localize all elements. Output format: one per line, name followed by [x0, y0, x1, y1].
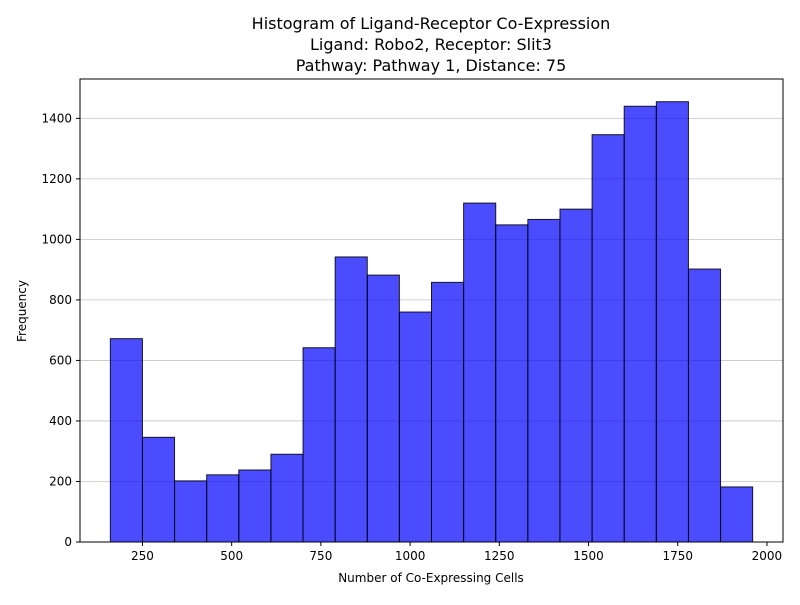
- histogram-bar-12: [495, 224, 529, 543]
- x-tick-label-4: 1250: [484, 549, 515, 563]
- y-tick-label-3: 600: [49, 353, 72, 367]
- x-tick-label-3: 1000: [395, 549, 426, 563]
- x-axis-ticks: 250 500 750 1000 1250 1500 1750 2000: [131, 542, 782, 563]
- x-tick-label-0: 250: [131, 549, 154, 563]
- histogram-bar-6: [302, 347, 336, 543]
- histogram-bar-9: [398, 311, 432, 543]
- y-tick-label-2: 400: [49, 414, 72, 428]
- histogram-bar-3: [206, 474, 240, 543]
- histogram-bar-14: [559, 208, 593, 543]
- histogram-bar-10: [431, 281, 465, 543]
- x-axis-label: Number of Co-Expressing Cells: [338, 571, 524, 585]
- histogram-bar-15: [591, 134, 625, 543]
- y-tick-label-7: 1400: [41, 111, 72, 125]
- chart-title-line-3: Pathway: Pathway 1, Distance: 75: [296, 56, 567, 75]
- histogram-bar-11: [463, 202, 497, 543]
- histogram-bar-17: [655, 101, 689, 543]
- histogram-bar-2: [174, 480, 208, 543]
- chart-title-line-1: Histogram of Ligand-Receptor Co-Expressi…: [252, 14, 611, 33]
- y-tick-label-0: 0: [64, 535, 72, 549]
- x-tick-label-5: 1500: [573, 549, 604, 563]
- x-tick-label-1: 500: [220, 549, 243, 563]
- histogram-bars: [109, 101, 754, 543]
- histogram-bar-19: [720, 486, 754, 543]
- histogram-bar-7: [334, 256, 368, 543]
- x-tick-label-6: 1750: [662, 549, 693, 563]
- histogram-bar-8: [366, 274, 400, 543]
- x-tick-label-2: 750: [309, 549, 332, 563]
- histogram-bar-1: [141, 436, 176, 543]
- x-tick-label-7: 2000: [752, 549, 783, 563]
- histogram-bar-5: [270, 453, 304, 543]
- histogram-bar-13: [527, 218, 561, 543]
- histogram-bar-0: [109, 338, 143, 543]
- chart-title-line-2: Ligand: Robo2, Receptor: Slit3: [310, 35, 552, 54]
- y-axis-label: Frequency: [15, 280, 29, 342]
- y-tick-label-5: 1000: [41, 232, 72, 246]
- plot-frame: [79, 78, 784, 543]
- y-tick-label-6: 1200: [41, 172, 72, 186]
- histogram-bar-18: [687, 268, 722, 543]
- histogram-bar-4: [238, 469, 272, 543]
- y-tick-label-4: 800: [49, 293, 72, 307]
- chart-title: Histogram of Ligand-Receptor Co-Expressi…: [252, 14, 611, 75]
- y-axis-ticks: 0 200 400 600 800 1000 1200 1400: [41, 111, 80, 549]
- y-tick-label-1: 200: [49, 474, 72, 488]
- histogram-bar-16: [623, 105, 657, 543]
